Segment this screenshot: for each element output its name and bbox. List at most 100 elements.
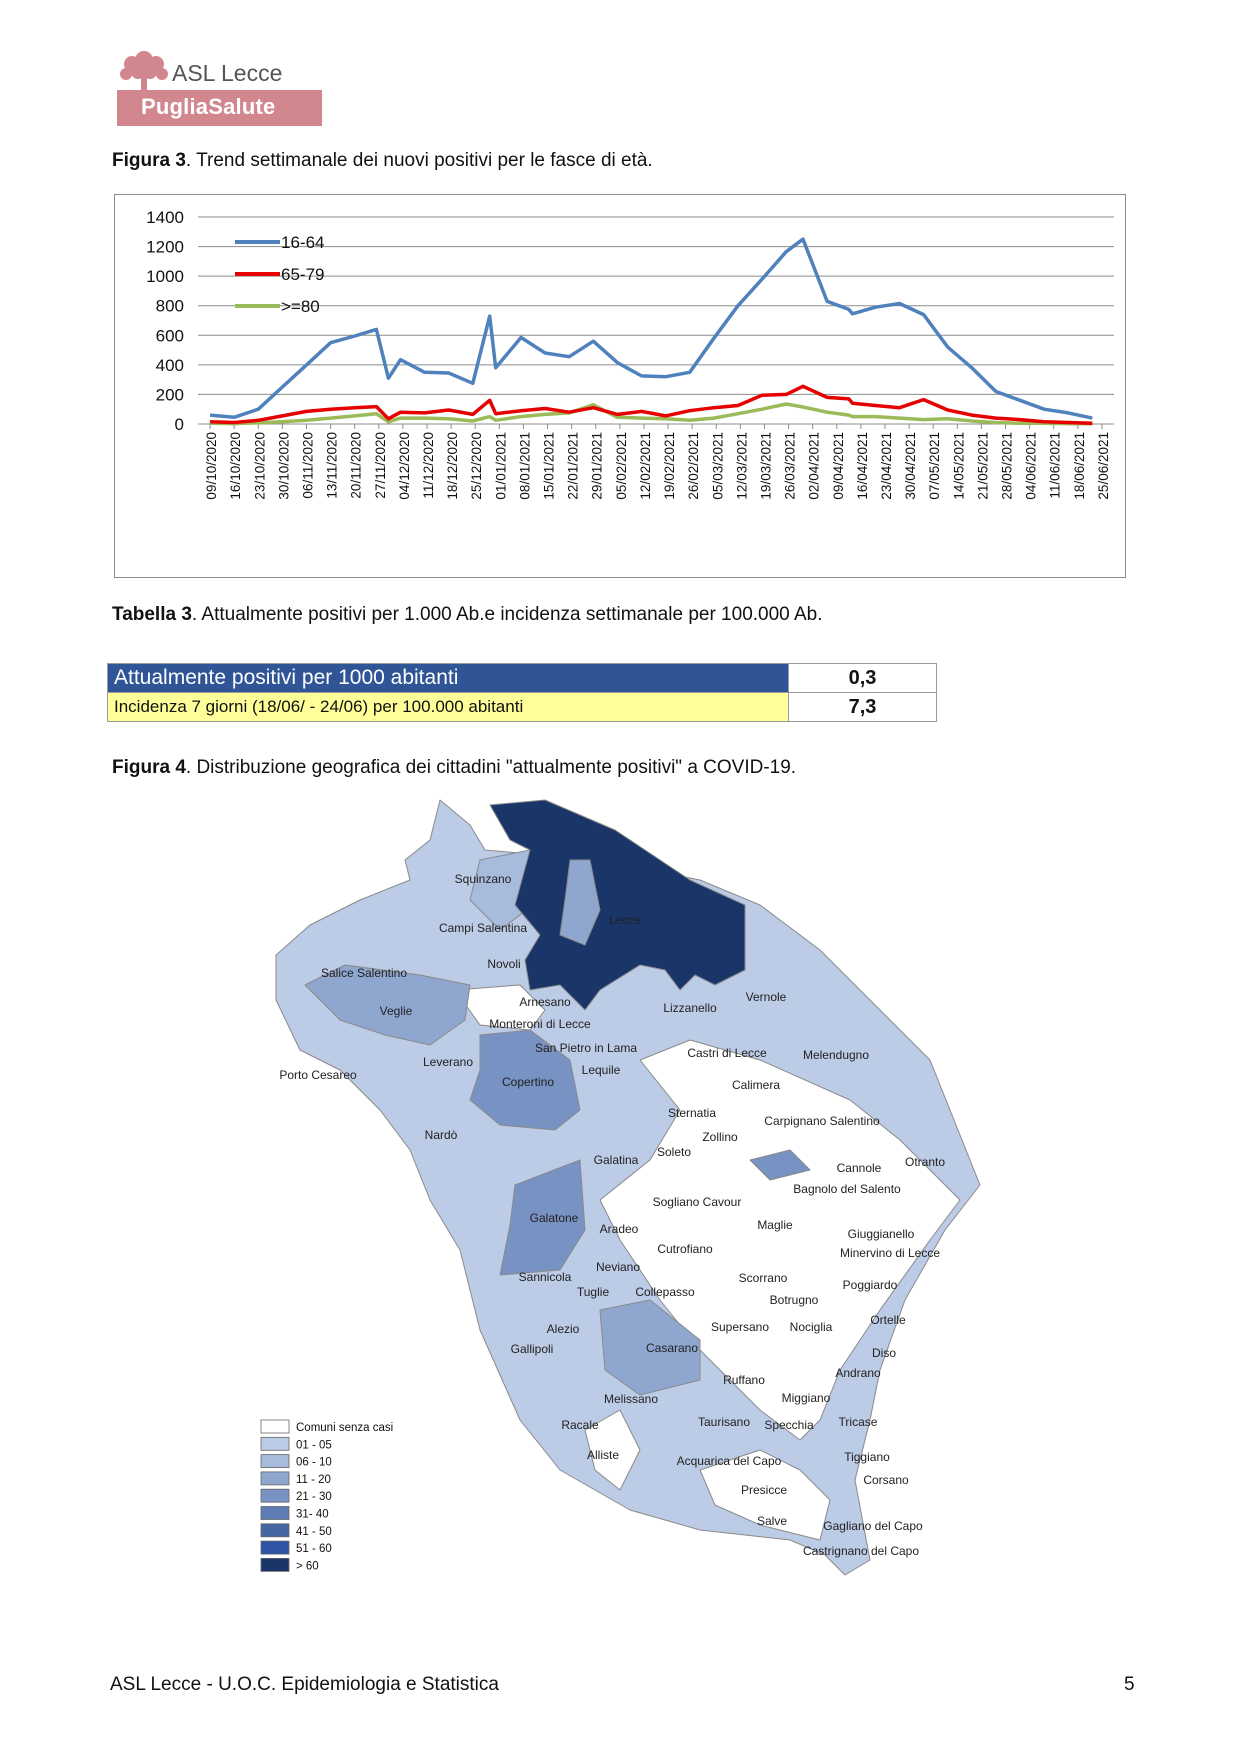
x-tick-label: 18/12/2020	[445, 432, 460, 500]
legend-label: 41 - 50	[296, 1526, 332, 1538]
x-tick-label: 16/04/2021	[855, 432, 870, 500]
town-label: Melendugno	[803, 1048, 869, 1062]
town-label: Arnesano	[519, 995, 571, 1009]
town-label: Tuglie	[577, 1285, 610, 1299]
x-tick-label: 01/01/2021	[493, 432, 508, 500]
legend-label: 06 - 10	[296, 1457, 332, 1469]
town-label: Scorrano	[739, 1271, 788, 1285]
x-tick-label: 12/02/2021	[638, 432, 653, 500]
x-tick-label: 05/03/2021	[710, 432, 725, 500]
trend-line-chart: 0 200 400 600 800 1000 1200 1400 09/10/2020 16/10…	[146, 208, 1114, 500]
x-tick-label: 09/04/2021	[831, 432, 846, 500]
series-line-16-64	[209, 237, 1093, 420]
legend-label: >=80	[281, 297, 320, 316]
x-tick-label: 09/10/2020	[204, 432, 219, 500]
x-tick-label: 26/02/2021	[686, 432, 701, 500]
logo-banner: PugliaSalute	[117, 90, 322, 126]
town-label: Lequile	[582, 1063, 621, 1077]
town-label: Casarano	[646, 1341, 698, 1355]
map-region-bagnolo	[749, 1149, 811, 1181]
legend-label: > 60	[296, 1560, 319, 1572]
x-tick-label: 29/01/2021	[590, 432, 605, 500]
map-region-veglie	[304, 964, 471, 1046]
legend-swatch	[260, 1471, 290, 1486]
series-line->=80	[210, 402, 1093, 426]
town-label: Presicce	[741, 1483, 787, 1497]
legend-label: 16-64	[281, 233, 324, 252]
town-label: Acquarica del Capo	[677, 1454, 782, 1468]
x-tick-label: 23/10/2020	[252, 432, 267, 500]
town-label: Calimera	[732, 1078, 780, 1092]
figure4-text: . Distribuzione geografica dei cittadini…	[185, 757, 797, 778]
x-tick-label: 16/10/2020	[228, 432, 243, 500]
current-positives-label: Attualmente positivi per 1000 abitanti	[107, 663, 789, 693]
chart-frame	[114, 194, 1126, 578]
town-label: Monteroni di Lecce	[489, 1017, 591, 1031]
x-tick-label: 26/03/2021	[783, 432, 798, 500]
town-label: Galatone	[530, 1211, 579, 1225]
x-tick-label: 20/11/2020	[349, 432, 364, 499]
town-label: Soleto	[657, 1145, 691, 1159]
x-tick-label: 11/06/2021	[1048, 432, 1063, 499]
figure4-label: Figura 4	[112, 757, 186, 778]
legend-label: 21 - 30	[296, 1491, 332, 1503]
town-label: Andrano	[835, 1366, 881, 1380]
town-label: Cutrofiano	[657, 1242, 713, 1256]
town-label: Neviano	[596, 1260, 640, 1274]
y-tick-label: 600	[156, 326, 184, 345]
y-tick-label: 1200	[146, 238, 184, 257]
town-label: Maglie	[757, 1218, 793, 1232]
town-label: Poggiardo	[843, 1278, 898, 1292]
x-tick-label: 19/03/2021	[758, 432, 773, 500]
x-tick-label: 25/12/2020	[469, 432, 484, 500]
positives-table: Attualmente positivi per 1000 abitanti 0…	[107, 663, 937, 722]
map-region-nocases-west	[584, 1409, 641, 1491]
x-tick-label: 07/05/2021	[927, 432, 942, 500]
x-tick-label: 04/06/2021	[1024, 432, 1039, 500]
legend-label: 51 - 60	[296, 1543, 332, 1555]
town-label: Botrugno	[770, 1293, 819, 1307]
town-label: Taurisano	[698, 1415, 750, 1429]
x-tick-label: 22/01/2021	[566, 432, 581, 500]
town-label: Leverano	[423, 1055, 473, 1069]
x-tick-label: 13/11/2020	[325, 432, 340, 499]
legend-swatch	[260, 1506, 290, 1520]
town-label: Alliste	[587, 1448, 619, 1462]
town-label: Supersano	[711, 1320, 769, 1334]
town-label: Minervino di Lecce	[840, 1246, 940, 1260]
x-tick-label: 27/11/2020	[373, 432, 388, 499]
town-label: Sogliano Cavour	[653, 1195, 742, 1209]
y-tick-label: 200	[156, 385, 184, 404]
legend-swatch	[260, 1488, 290, 1503]
town-label: Vernole	[746, 990, 787, 1004]
page-number: 5	[1124, 1674, 1135, 1695]
town-label: Otranto	[905, 1155, 945, 1169]
town-label: Porto Cesareo	[279, 1068, 357, 1082]
town-label: Cannole	[837, 1161, 882, 1175]
x-tick-label: 05/02/2021	[614, 432, 629, 500]
y-tick-label: 1400	[146, 208, 184, 227]
legend-swatch	[260, 1523, 290, 1538]
town-label: Diso	[872, 1346, 896, 1360]
legend-label: 01 - 05	[296, 1439, 332, 1451]
x-tick-label: 15/01/2021	[542, 432, 557, 500]
x-tick-label: 30/10/2020	[276, 432, 291, 500]
footer-text: ASL Lecce - U.O.C. Epidemiologia e Stati…	[110, 1674, 499, 1695]
town-label: Tricase	[839, 1415, 878, 1429]
logo-sub-name: PugliaSalute	[141, 94, 276, 119]
x-tick-label: 25/06/2021	[1096, 432, 1111, 500]
town-label: Castrignano del Capo	[803, 1544, 919, 1558]
figure3-label: Figura 3	[112, 150, 186, 171]
town-label: Ortelle	[870, 1313, 906, 1327]
town-label: Salice Salentino	[321, 966, 407, 980]
x-tick-label: 14/05/2021	[951, 432, 966, 500]
town-label: Castri di Lecce	[687, 1046, 767, 1060]
town-label: Gallipoli	[511, 1342, 554, 1356]
figure3-text: . Trend settimanale dei nuovi positivi p…	[185, 150, 653, 171]
town-label: Sternatia	[668, 1106, 716, 1120]
map-region-lecce-inner	[559, 859, 601, 946]
town-label: Bagnolo del Salento	[793, 1182, 901, 1196]
x-tick-label: 08/01/2021	[517, 432, 532, 500]
town-label: Carpignano Salentino	[764, 1114, 880, 1128]
x-tick-label: 18/06/2021	[1072, 432, 1087, 500]
